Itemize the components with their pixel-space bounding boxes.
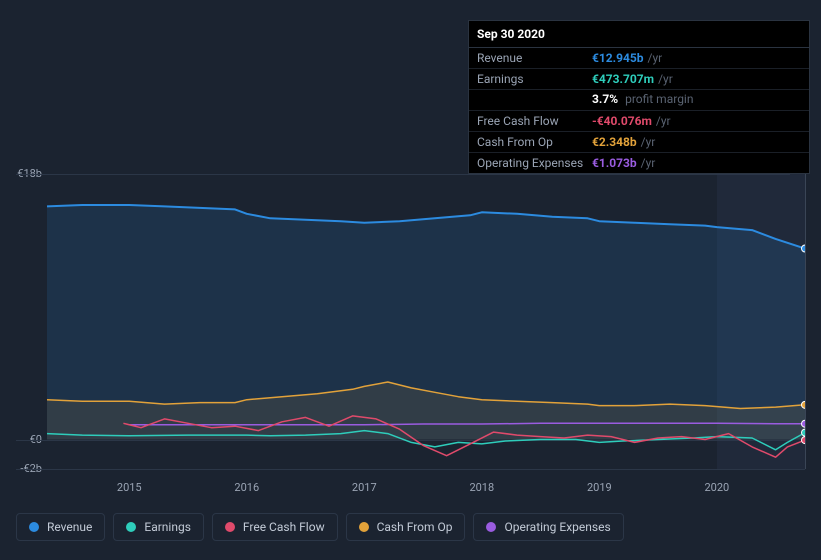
- tooltip-unit: /yr: [648, 51, 663, 65]
- x-axis-line: [47, 469, 805, 470]
- tooltip-key: Operating Expenses: [477, 156, 592, 170]
- tooltip-row: Earnings€473.707m/yr: [469, 69, 809, 90]
- legend-item[interactable]: Earnings: [113, 513, 204, 541]
- tooltip-key: Free Cash Flow: [477, 114, 592, 128]
- legend-dot-icon: [126, 522, 136, 532]
- series-end-dot: [802, 437, 806, 444]
- tooltip-unit: /yr: [658, 72, 673, 86]
- tooltip-key: Earnings: [477, 72, 592, 86]
- legend-item[interactable]: Revenue: [16, 513, 105, 541]
- tooltip-value: €473.707m: [592, 72, 654, 86]
- tooltip-value: €1.073b: [592, 156, 637, 170]
- chart-hover-marker: [805, 174, 806, 469]
- tooltip-value: -€40.076m: [592, 114, 652, 128]
- x-axis-label: 2016: [234, 481, 259, 494]
- tooltip-subrow: 3.7% profit margin: [469, 90, 809, 111]
- tooltip-row: Cash From Op€2.348b/yr: [469, 132, 809, 153]
- x-axis-label: 2019: [587, 481, 612, 494]
- tooltip-value: €12.945b: [592, 51, 644, 65]
- tooltip-row: Revenue€12.945b/yr: [469, 48, 809, 69]
- tooltip-row: Free Cash Flow-€40.076m/yr: [469, 111, 809, 132]
- legend-item[interactable]: Cash From Op: [346, 513, 466, 541]
- tooltip-unit: /yr: [641, 135, 656, 149]
- legend-label: Operating Expenses: [504, 520, 610, 534]
- legend-label: Free Cash Flow: [243, 520, 325, 534]
- x-axis-label: 2018: [469, 481, 494, 494]
- series-end-dot: [802, 429, 806, 436]
- tooltip-unit: /yr: [656, 114, 671, 128]
- tooltip-date: Sep 30 2020: [469, 21, 809, 48]
- legend-label: Cash From Op: [377, 520, 453, 534]
- tooltip-unit: /yr: [641, 156, 656, 170]
- chart-plot-area[interactable]: [47, 174, 805, 469]
- legend-label: Revenue: [47, 520, 92, 534]
- tooltip-row: Operating Expenses€1.073b/yr: [469, 153, 809, 173]
- tooltip-key: Cash From Op: [477, 135, 592, 149]
- chart-legend: Revenue Earnings Free Cash Flow Cash From O…: [16, 513, 624, 541]
- series-end-dot: [802, 420, 806, 427]
- legend-dot-icon: [486, 522, 496, 532]
- x-axis-label: 2020: [704, 481, 729, 494]
- legend-label: Earnings: [144, 520, 191, 534]
- x-axis-label: 2015: [117, 481, 142, 494]
- chart-tooltip: Sep 30 2020 Revenue€12.945b/yrEarnings€4…: [468, 20, 810, 174]
- x-axis-label: 2017: [352, 481, 377, 494]
- legend-item[interactable]: Free Cash Flow: [212, 513, 338, 541]
- series-end-dot: [802, 245, 806, 252]
- legend-item[interactable]: Operating Expenses: [473, 513, 623, 541]
- legend-dot-icon: [359, 522, 369, 532]
- legend-dot-icon: [29, 522, 39, 532]
- tooltip-key: Revenue: [477, 51, 592, 65]
- legend-dot-icon: [225, 522, 235, 532]
- financials-chart-widget: { "tooltip": { "date": "Sep 30 2020", "r…: [0, 0, 821, 560]
- series-end-dot: [802, 401, 806, 408]
- tooltip-value: €2.348b: [592, 135, 637, 149]
